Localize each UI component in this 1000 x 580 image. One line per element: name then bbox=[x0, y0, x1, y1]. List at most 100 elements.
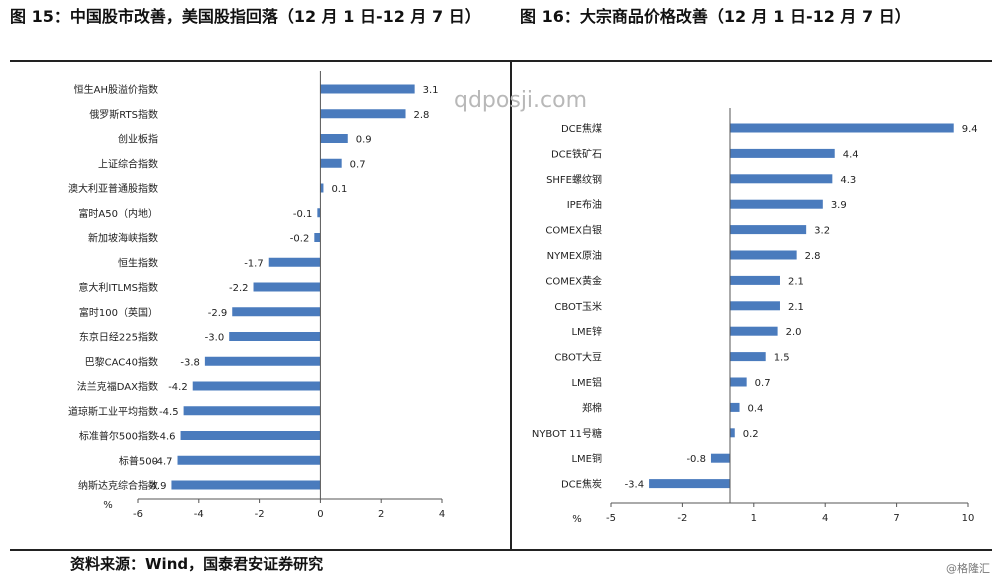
data-label: 4.3 bbox=[840, 175, 856, 186]
category-label: DCE焦炭 bbox=[561, 478, 602, 491]
data-label: 2.1 bbox=[788, 276, 804, 287]
bar bbox=[320, 84, 415, 94]
data-label: 2.8 bbox=[805, 251, 821, 262]
top-divider bbox=[10, 60, 992, 62]
bar bbox=[320, 158, 342, 168]
data-label: -0.8 bbox=[686, 454, 706, 465]
data-label: -4.5 bbox=[159, 407, 179, 418]
x-tick-label: -6 bbox=[133, 509, 143, 520]
data-label: -3.0 bbox=[205, 333, 225, 344]
data-label: 2.8 bbox=[414, 110, 430, 121]
category-label: 澳大利亚普通股指数 bbox=[68, 182, 158, 195]
bar bbox=[649, 479, 730, 489]
bar bbox=[730, 199, 823, 209]
data-label: 0.1 bbox=[331, 184, 347, 195]
x-tick-label: -2 bbox=[255, 509, 265, 520]
x-tick-label: 0 bbox=[317, 509, 323, 520]
data-label: 2.1 bbox=[788, 302, 804, 313]
x-tick-label: 2 bbox=[378, 509, 384, 520]
category-label: 东京日经225指数 bbox=[79, 331, 158, 344]
category-label: DCE焦煤 bbox=[561, 122, 602, 135]
bar bbox=[253, 282, 321, 292]
category-label: CBOT大豆 bbox=[554, 351, 602, 364]
category-label: COMEX黄金 bbox=[545, 274, 602, 287]
data-label: -2.9 bbox=[208, 308, 228, 319]
category-label: COMEX白银 bbox=[545, 224, 602, 237]
data-label: -3.4 bbox=[625, 480, 645, 491]
bar bbox=[232, 307, 321, 317]
category-label: 俄罗斯RTS指数 bbox=[89, 108, 158, 121]
category-label: 恒生AH股溢价指数 bbox=[74, 83, 158, 96]
category-label: 富时A50（内地） bbox=[78, 207, 158, 220]
bar bbox=[730, 148, 835, 158]
bar bbox=[268, 257, 321, 267]
data-label: 9.4 bbox=[962, 124, 978, 135]
category-label: 道琼斯工业平均指数 bbox=[68, 405, 158, 418]
bottom-divider bbox=[10, 549, 992, 551]
data-label: 0.4 bbox=[748, 403, 764, 414]
data-label: 1.5 bbox=[774, 353, 790, 364]
data-label: 3.1 bbox=[423, 85, 439, 96]
bar bbox=[730, 352, 766, 362]
bar bbox=[180, 431, 321, 440]
x-tick-label: -2 bbox=[677, 513, 687, 524]
category-label: LME铝 bbox=[571, 377, 602, 389]
x-tick-label: 10 bbox=[962, 513, 975, 524]
x-tick-label: -5 bbox=[606, 513, 616, 524]
bar bbox=[730, 275, 780, 285]
category-label: LME铜 bbox=[571, 453, 602, 465]
bar bbox=[730, 123, 954, 133]
category-label: 新加坡海峡指数 bbox=[88, 232, 158, 245]
bar bbox=[730, 428, 735, 438]
data-label: -1.7 bbox=[244, 258, 264, 269]
bar bbox=[320, 109, 406, 119]
bar bbox=[314, 233, 321, 242]
bar bbox=[710, 453, 730, 463]
category-label: 富时100（英国） bbox=[79, 306, 158, 319]
x-tick-label: -4 bbox=[194, 509, 204, 520]
bar bbox=[730, 250, 797, 260]
x-tick-label: 7 bbox=[893, 513, 899, 524]
bar bbox=[730, 402, 740, 412]
bar bbox=[229, 332, 321, 341]
category-label: SHFE螺纹钢 bbox=[546, 173, 602, 186]
bar bbox=[730, 326, 778, 336]
unit-label: % bbox=[103, 500, 113, 511]
x-tick-label: 4 bbox=[439, 509, 445, 520]
category-label: 巴黎CAC40指数 bbox=[85, 355, 158, 368]
bar bbox=[730, 174, 833, 184]
category-label: 恒生指数 bbox=[118, 256, 158, 269]
center-divider bbox=[510, 60, 512, 550]
x-tick-label: 1 bbox=[751, 513, 757, 524]
category-label: 法兰克福DAX指数 bbox=[77, 380, 158, 393]
category-label: LME锌 bbox=[571, 325, 602, 338]
source-note: 资料来源：Wind，国泰君安证券研究 bbox=[70, 555, 324, 573]
bar bbox=[317, 208, 321, 218]
x-tick-label: 4 bbox=[822, 513, 828, 524]
data-label: 0.7 bbox=[350, 159, 366, 170]
watermark-text: qdposji.com bbox=[454, 88, 588, 113]
category-label: DCE铁矿石 bbox=[551, 147, 602, 160]
data-label: -4.7 bbox=[153, 456, 173, 467]
bar bbox=[320, 183, 324, 193]
data-label: 3.9 bbox=[831, 200, 847, 211]
category-label: 纳斯达克综合指数 bbox=[78, 479, 158, 492]
bar bbox=[730, 225, 807, 235]
data-label: 0.7 bbox=[755, 378, 771, 389]
data-label: -4.2 bbox=[168, 382, 188, 393]
unit-label: % bbox=[572, 514, 582, 525]
data-label: 0.2 bbox=[743, 429, 759, 440]
data-label: -2.2 bbox=[229, 283, 249, 294]
right-chart-title: 图 16：大宗商品价格改善（12 月 1 日-12 月 7 日） bbox=[520, 7, 911, 26]
category-label: NYBOT 11号糖 bbox=[532, 427, 602, 440]
data-label: -3.8 bbox=[180, 357, 200, 368]
data-label: 3.2 bbox=[814, 226, 830, 237]
bar bbox=[177, 455, 321, 465]
category-label: 标准普尔500指数 bbox=[79, 430, 158, 443]
bar bbox=[204, 356, 321, 366]
bar bbox=[183, 406, 321, 416]
category-label: IPE布油 bbox=[567, 198, 602, 211]
category-label: CBOT玉米 bbox=[554, 300, 602, 313]
